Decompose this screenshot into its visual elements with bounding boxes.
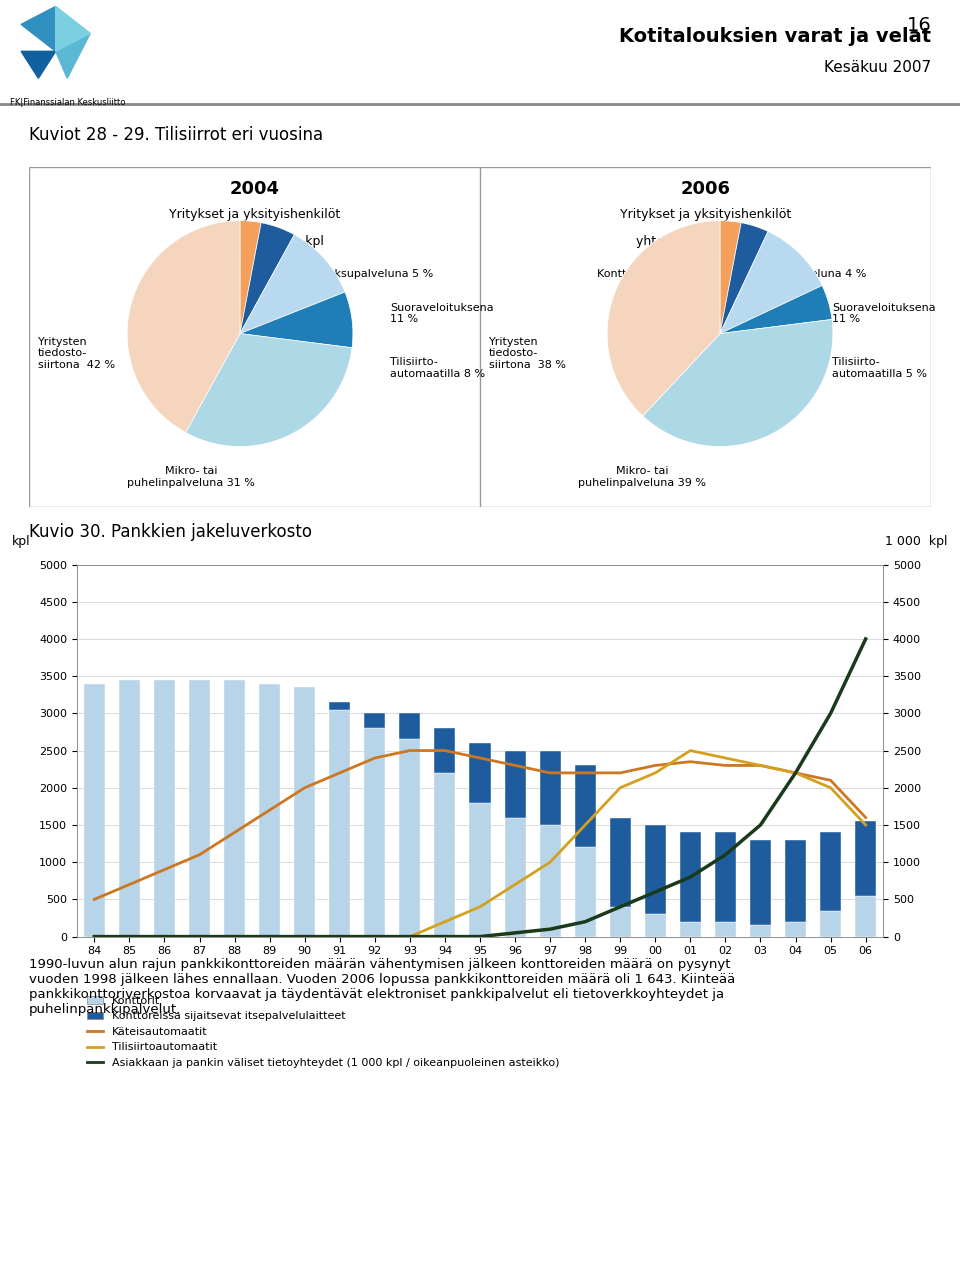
Polygon shape — [56, 33, 90, 78]
Text: Tilisiirto-
automaatilla 8 %: Tilisiirto- automaatilla 8 % — [390, 357, 485, 378]
Text: Yritysten
tiedosto-
siirtona  38 %: Yritysten tiedosto- siirtona 38 % — [489, 336, 566, 370]
Text: FK|Finanssialan Keskusliitto: FK|Finanssialan Keskusliitto — [10, 99, 125, 108]
Bar — [505, 817, 525, 937]
Bar — [399, 713, 420, 739]
Bar — [435, 772, 455, 937]
Bar — [364, 713, 385, 729]
Text: Suoraveloituksena
11 %: Suoraveloituksena 11 % — [390, 303, 493, 325]
Bar — [645, 825, 666, 915]
Bar — [84, 684, 105, 937]
Bar — [399, 739, 420, 937]
Text: Maksupalveluna 4 %: Maksupalveluna 4 % — [751, 269, 866, 278]
Bar — [855, 821, 876, 896]
Bar — [224, 680, 245, 937]
Text: 1990-luvun alun rajun pankkikonttoreiden määrän vähentymisen jälkeen konttoreide: 1990-luvun alun rajun pankkikonttoreiden… — [29, 957, 735, 1016]
Bar — [715, 833, 736, 921]
Bar — [820, 833, 841, 911]
Polygon shape — [21, 51, 56, 78]
Bar — [575, 847, 596, 937]
FancyBboxPatch shape — [29, 167, 931, 507]
Text: 1 000  kpl: 1 000 kpl — [885, 535, 948, 548]
Wedge shape — [720, 286, 832, 334]
Wedge shape — [240, 223, 295, 334]
Bar — [259, 684, 280, 937]
Bar — [610, 817, 631, 907]
Bar — [119, 680, 140, 937]
Text: Kuvio 30. Pankkien jakeluverkosto: Kuvio 30. Pankkien jakeluverkosto — [29, 522, 312, 541]
Text: Konttorissa 3 %: Konttorissa 3 % — [156, 269, 242, 278]
Bar — [610, 907, 631, 937]
Bar — [294, 688, 315, 937]
Text: Konttorissa 3 %: Konttorissa 3 % — [597, 269, 684, 278]
Text: 2006: 2006 — [681, 181, 731, 199]
Bar — [469, 803, 491, 937]
Wedge shape — [720, 221, 741, 334]
Bar — [680, 833, 701, 921]
Bar — [435, 729, 455, 772]
Text: Yritykset ja yksityishenkilöt: Yritykset ja yksityishenkilöt — [620, 208, 791, 221]
Text: Suoraveloituksena
11 %: Suoraveloituksena 11 % — [832, 303, 936, 325]
Text: 16: 16 — [906, 17, 931, 36]
Wedge shape — [185, 334, 352, 446]
Text: Yritysten
tiedosto-
siirtona  42 %: Yritysten tiedosto- siirtona 42 % — [37, 336, 115, 370]
Text: kpl: kpl — [12, 535, 31, 548]
Bar — [540, 825, 561, 937]
Bar — [329, 709, 350, 937]
Bar — [750, 840, 771, 925]
Bar — [645, 915, 666, 937]
Bar — [750, 925, 771, 937]
Text: yhteensä 372 milj. kpl: yhteensä 372 milj. kpl — [636, 235, 775, 248]
Wedge shape — [127, 221, 240, 432]
Legend: Konttorit, Konttoreissa sijaitsevat itsepalvelulaitteet, Käteisautomaatit, Tilis: Konttorit, Konttoreissa sijaitsevat itse… — [83, 992, 564, 1073]
Wedge shape — [720, 231, 822, 334]
Bar — [469, 743, 491, 803]
Wedge shape — [240, 221, 261, 334]
Bar — [575, 766, 596, 847]
Bar — [329, 702, 350, 709]
Text: yhteensä 655 milj. kpl: yhteensä 655 milj. kpl — [185, 235, 324, 248]
Bar — [189, 680, 210, 937]
Wedge shape — [240, 235, 345, 334]
Polygon shape — [21, 6, 56, 51]
Wedge shape — [642, 319, 833, 446]
Bar — [364, 729, 385, 937]
Text: Yritykset ja yksityishenkilöt: Yritykset ja yksityishenkilöt — [169, 208, 340, 221]
Text: Maksupalveluna 5 %: Maksupalveluna 5 % — [318, 269, 433, 278]
Polygon shape — [56, 6, 90, 51]
Text: Kuviot 28 - 29. Tilisiirrot eri vuosina: Kuviot 28 - 29. Tilisiirrot eri vuosina — [29, 126, 323, 144]
Bar — [785, 921, 806, 937]
Bar — [855, 896, 876, 937]
Wedge shape — [607, 221, 720, 416]
Text: Kotitalouksien varat ja velat: Kotitalouksien varat ja velat — [619, 27, 931, 46]
Wedge shape — [240, 293, 353, 348]
Bar — [540, 751, 561, 825]
Bar — [505, 751, 525, 817]
Text: Tilisiirto-
automaatilla 5 %: Tilisiirto- automaatilla 5 % — [832, 357, 927, 378]
Text: 2004: 2004 — [229, 181, 279, 199]
Text: Kesäkuu 2007: Kesäkuu 2007 — [824, 60, 931, 74]
Wedge shape — [720, 223, 768, 334]
Bar — [820, 911, 841, 937]
Bar — [715, 921, 736, 937]
Text: Mikro- tai
puhelinpalveluna 31 %: Mikro- tai puhelinpalveluna 31 % — [128, 466, 255, 488]
Bar — [785, 840, 806, 921]
Bar — [154, 680, 175, 937]
Text: Mikro- tai
puhelinpalveluna 39 %: Mikro- tai puhelinpalveluna 39 % — [579, 466, 707, 488]
Bar — [680, 921, 701, 937]
